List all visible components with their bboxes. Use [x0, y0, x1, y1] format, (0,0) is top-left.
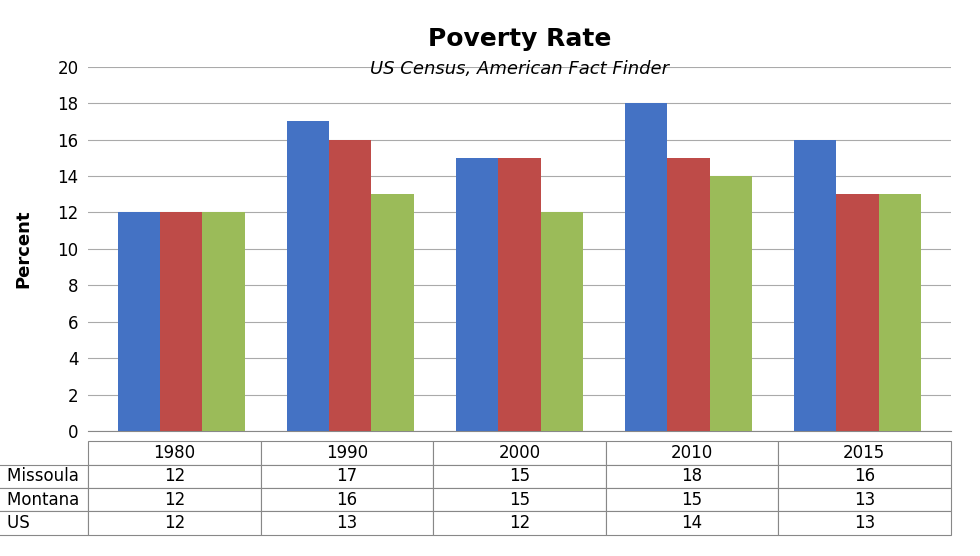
Bar — [160, 212, 202, 431]
Text: US Census, American Fact Finder: US Census, American Fact Finder — [369, 61, 669, 78]
Text: Poverty Rate: Poverty Rate — [427, 27, 612, 51]
Bar — [371, 194, 414, 431]
Bar — [498, 158, 541, 431]
Bar — [287, 121, 329, 431]
Bar — [456, 158, 498, 431]
Bar — [879, 194, 921, 431]
Bar — [710, 176, 752, 431]
Bar — [794, 140, 837, 431]
Bar — [118, 212, 160, 431]
Bar — [541, 212, 583, 431]
Bar — [329, 140, 371, 431]
Bar — [837, 194, 879, 431]
Bar — [667, 158, 710, 431]
Bar — [625, 103, 667, 431]
Y-axis label: Percent: Percent — [14, 210, 32, 288]
Bar — [202, 212, 245, 431]
